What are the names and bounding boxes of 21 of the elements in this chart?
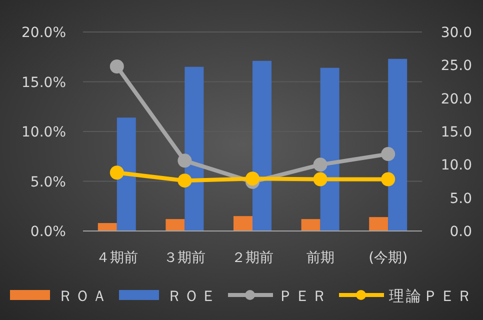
y-tick-label: 5.0% xyxy=(30,174,66,190)
y-tick-label: 15.0% xyxy=(22,74,66,91)
y2-tick-label: 5.0 xyxy=(450,190,472,207)
y-tick-label: 10.0% xyxy=(22,124,66,140)
legend-label: ＰＥＲ xyxy=(278,287,329,305)
y2-tick-label: 25.0 xyxy=(440,58,472,74)
y-tick-label: 0.0% xyxy=(30,224,66,240)
y2-tick-label: 15.0 xyxy=(440,124,472,140)
y2-tick-label: 30.0 xyxy=(440,25,472,41)
y2-tick-label: 10.0 xyxy=(440,158,472,174)
x-tick-label: (今期) xyxy=(368,250,408,266)
y2-tick-label: 20.0 xyxy=(440,91,472,108)
x-tick-label: 前期 xyxy=(306,250,334,266)
legend-label: 理論ＰＥＲ xyxy=(389,287,474,305)
x-tick-label: ４期前 xyxy=(96,250,138,266)
y-tick-label: 20.0% xyxy=(22,25,66,41)
legend-label: ＲＯＥ xyxy=(167,287,218,305)
x-tick-label: ３期前 xyxy=(164,250,206,266)
y2-tick-label: 0.0 xyxy=(450,224,472,240)
legend-label: ＲＯＡ xyxy=(58,287,109,305)
x-tick-label: ２期前 xyxy=(232,250,274,266)
